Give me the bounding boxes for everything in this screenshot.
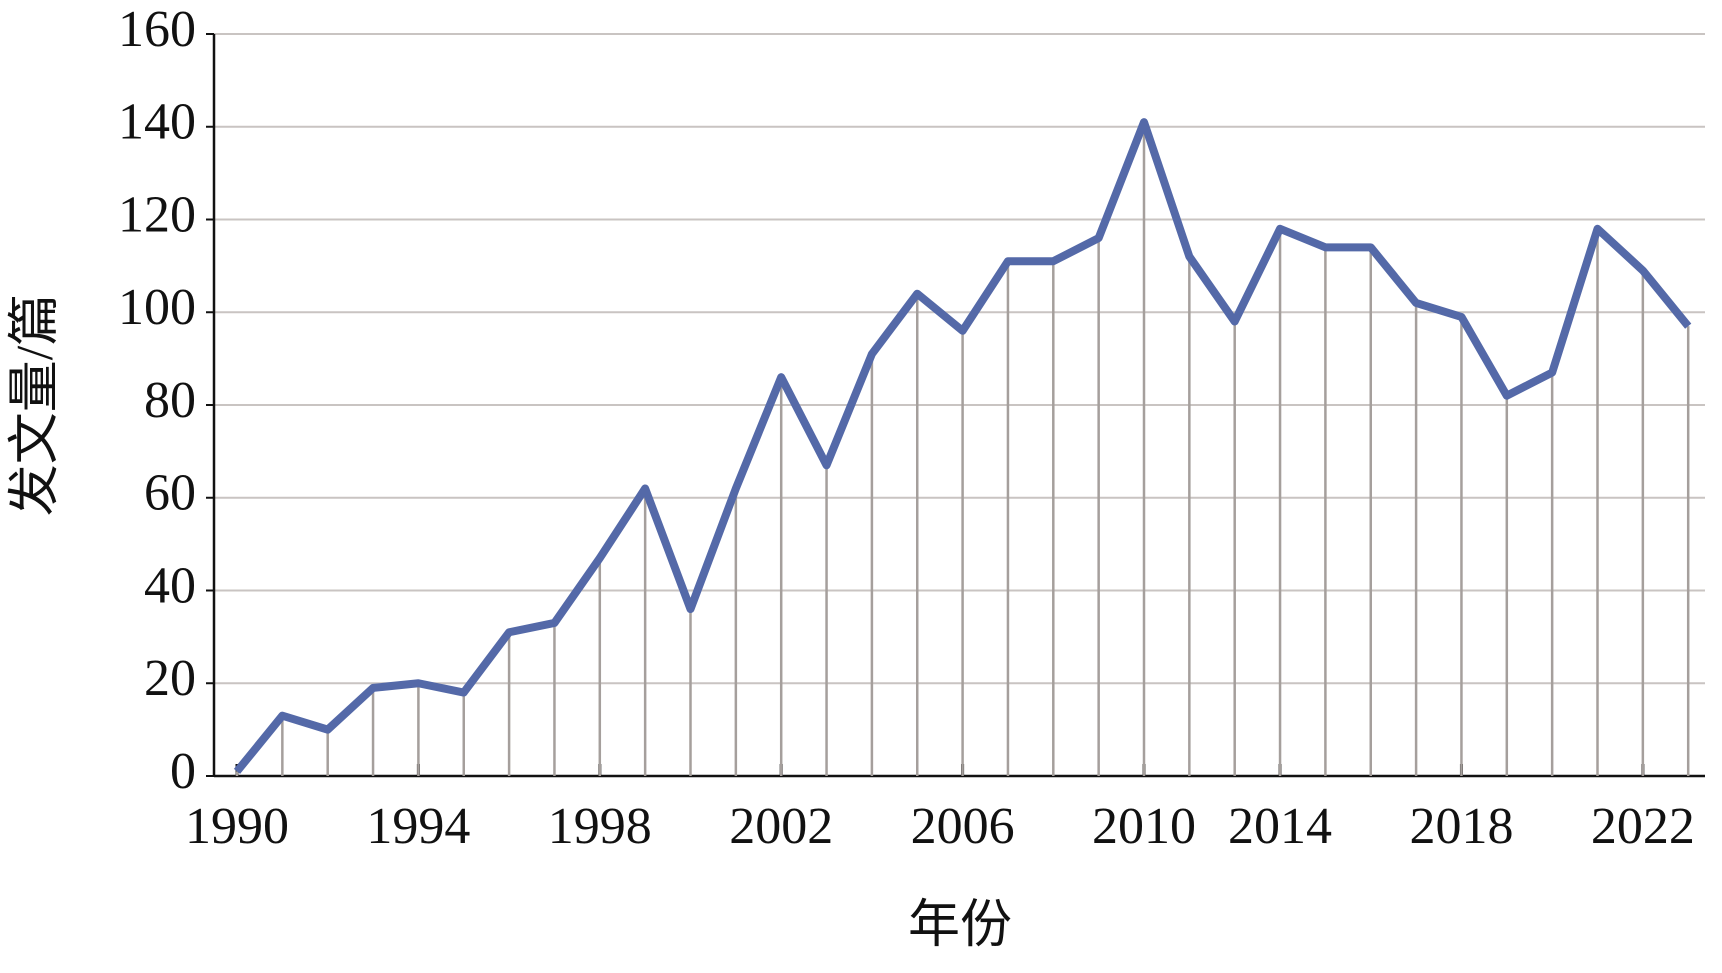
y-tick-label: 80 (144, 372, 196, 429)
x-tick-label: 1998 (548, 798, 652, 855)
x-tick-label: 2002 (729, 798, 833, 855)
y-tick-label: 40 (144, 557, 196, 614)
y-tick-label: 120 (118, 186, 196, 243)
x-axis-label: 年份 (908, 897, 1012, 954)
x-tick-label: 2010 (1092, 798, 1196, 855)
data-line (233, 118, 1692, 774)
x-tick-label: 1994 (366, 798, 470, 855)
x-tick-label: 2014 (1228, 798, 1332, 855)
x-tick-label: 2022 (1591, 798, 1695, 855)
x-tick-label: 2018 (1409, 798, 1513, 855)
y-tick-label: 60 (144, 465, 196, 522)
x-tick-label: 2006 (911, 798, 1015, 855)
y-tick-label: 140 (118, 94, 196, 151)
x-tick-label: 1990 (185, 798, 289, 855)
y-tick-label: 160 (118, 1, 196, 58)
y-tick-label: 20 (144, 650, 196, 707)
y-axis-label: 发文量/篇 (7, 294, 64, 516)
y-tick-label: 100 (118, 279, 196, 336)
y-tick-label: 0 (170, 743, 196, 800)
